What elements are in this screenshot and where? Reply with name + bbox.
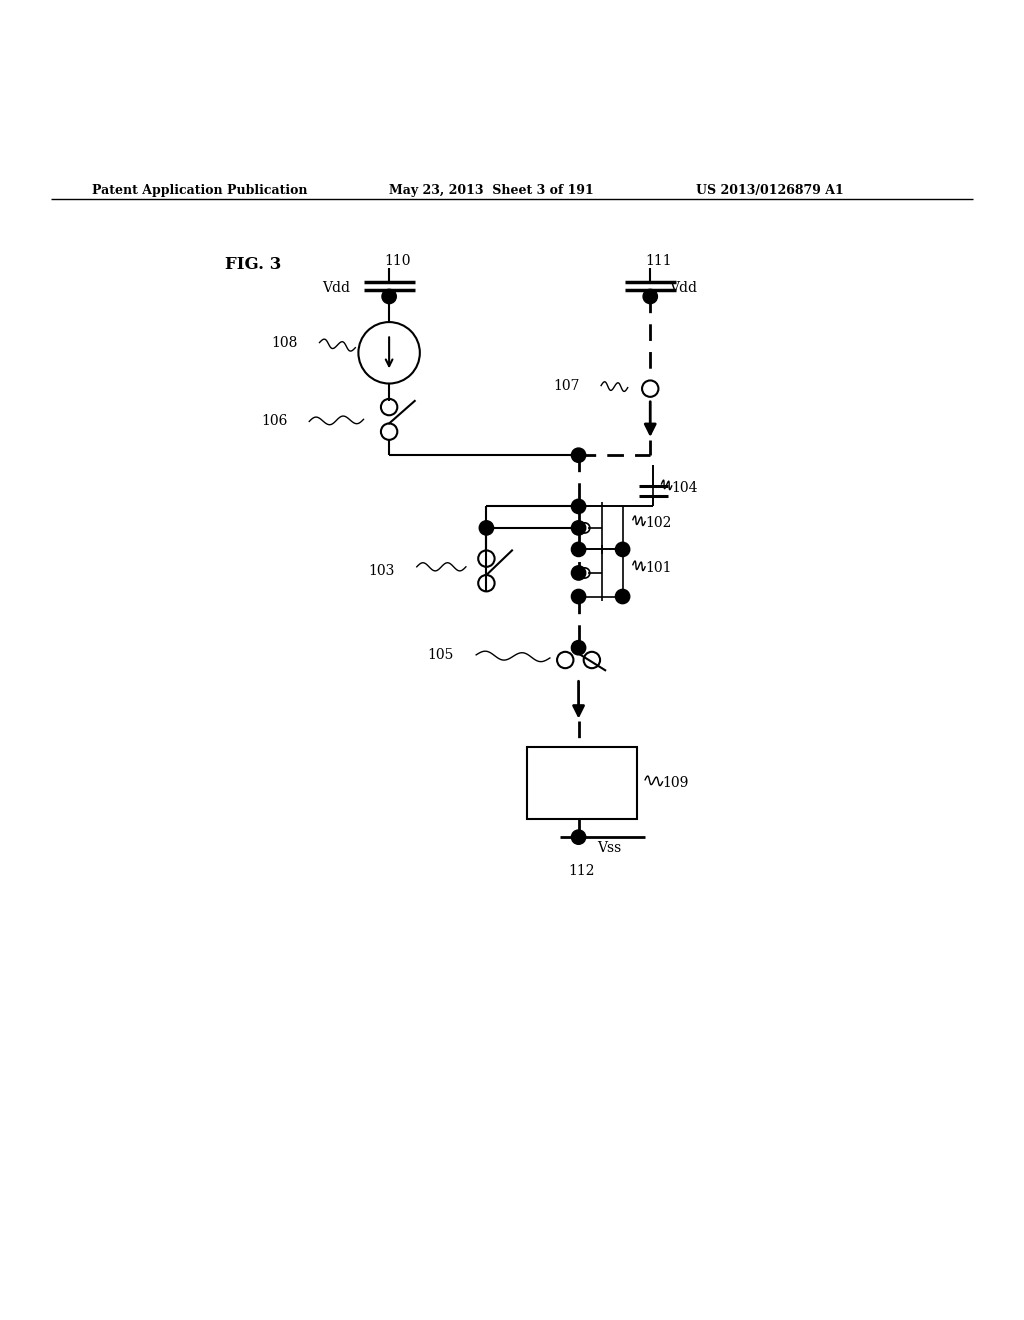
- Text: Vss: Vss: [597, 841, 622, 855]
- Text: 110: 110: [384, 253, 411, 268]
- Bar: [527, 747, 637, 818]
- Text: 102: 102: [645, 516, 672, 529]
- Circle shape: [571, 520, 586, 535]
- Circle shape: [615, 543, 630, 557]
- Circle shape: [615, 589, 630, 603]
- Circle shape: [571, 447, 586, 462]
- Text: 107: 107: [553, 379, 580, 392]
- Text: May 23, 2013  Sheet 3 of 191: May 23, 2013 Sheet 3 of 191: [389, 183, 594, 197]
- Circle shape: [571, 589, 586, 603]
- Text: Vdd: Vdd: [669, 281, 696, 296]
- Circle shape: [571, 830, 586, 845]
- Text: US 2013/0126879 A1: US 2013/0126879 A1: [696, 183, 844, 197]
- Circle shape: [571, 640, 586, 655]
- Circle shape: [382, 289, 396, 304]
- Circle shape: [571, 499, 586, 513]
- Text: 106: 106: [261, 414, 288, 429]
- Text: 104: 104: [672, 480, 698, 495]
- Text: 108: 108: [271, 335, 298, 350]
- Text: 111: 111: [645, 253, 672, 268]
- Circle shape: [479, 520, 494, 535]
- Text: Patent Application Publication: Patent Application Publication: [92, 183, 307, 197]
- Text: FIG. 3: FIG. 3: [225, 256, 282, 272]
- Text: 103: 103: [369, 564, 395, 578]
- Text: 105: 105: [427, 648, 454, 661]
- Circle shape: [643, 289, 657, 304]
- Circle shape: [571, 566, 586, 579]
- Text: 101: 101: [645, 561, 672, 574]
- Text: Vdd: Vdd: [323, 281, 350, 296]
- Text: 109: 109: [663, 776, 689, 789]
- Circle shape: [571, 543, 586, 557]
- Text: 112: 112: [568, 863, 595, 878]
